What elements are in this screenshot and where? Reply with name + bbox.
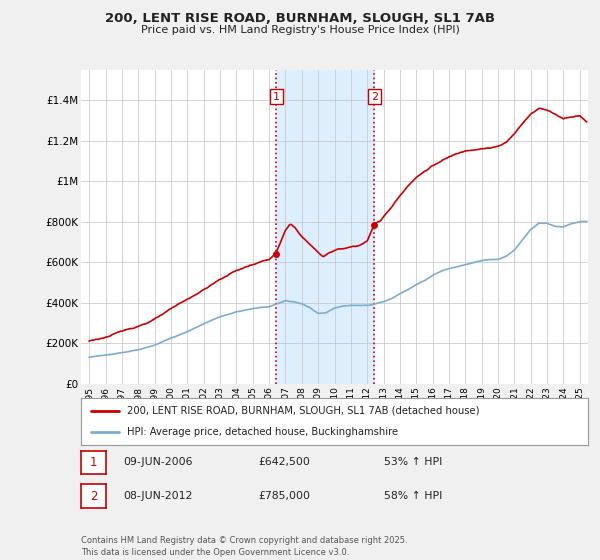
Text: 1: 1 [273,92,280,102]
Text: Price paid vs. HM Land Registry's House Price Index (HPI): Price paid vs. HM Land Registry's House … [140,25,460,35]
Text: HPI: Average price, detached house, Buckinghamshire: HPI: Average price, detached house, Buck… [127,427,398,437]
Text: 200, LENT RISE ROAD, BURNHAM, SLOUGH, SL1 7AB (detached house): 200, LENT RISE ROAD, BURNHAM, SLOUGH, SL… [127,406,479,416]
Text: £785,000: £785,000 [258,491,310,501]
Text: 200, LENT RISE ROAD, BURNHAM, SLOUGH, SL1 7AB: 200, LENT RISE ROAD, BURNHAM, SLOUGH, SL… [105,12,495,25]
Text: 2: 2 [371,92,378,102]
Text: £642,500: £642,500 [258,457,310,467]
Text: 1: 1 [90,456,97,469]
Text: 53% ↑ HPI: 53% ↑ HPI [384,457,442,467]
Text: 58% ↑ HPI: 58% ↑ HPI [384,491,442,501]
Text: Contains HM Land Registry data © Crown copyright and database right 2025.
This d: Contains HM Land Registry data © Crown c… [81,536,407,557]
Text: 09-JUN-2006: 09-JUN-2006 [123,457,193,467]
Text: 08-JUN-2012: 08-JUN-2012 [123,491,193,501]
Bar [276,70,374,384]
Text: 2: 2 [90,489,97,503]
